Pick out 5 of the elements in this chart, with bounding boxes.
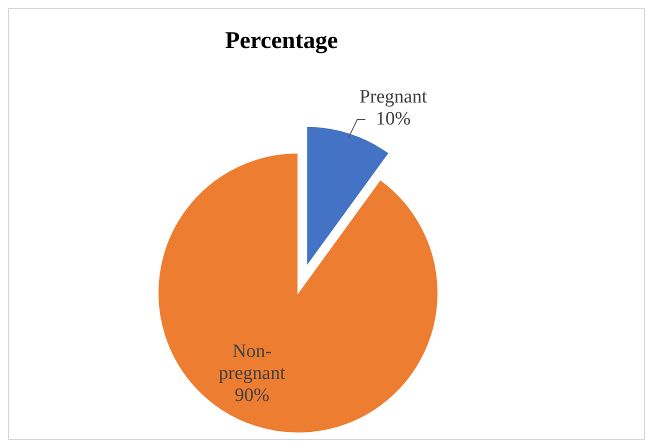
data-label: 10% <box>376 108 411 130</box>
slice-label: Pregnant <box>359 86 428 108</box>
data-label: 90% <box>234 384 270 406</box>
slice-label: Non-pregnant <box>218 340 286 384</box>
chart-title: Percentage <box>225 28 338 54</box>
